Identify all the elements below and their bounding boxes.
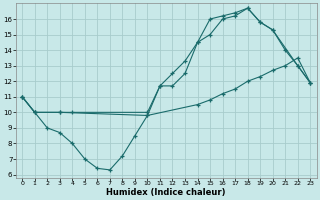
X-axis label: Humidex (Indice chaleur): Humidex (Indice chaleur) xyxy=(107,188,226,197)
